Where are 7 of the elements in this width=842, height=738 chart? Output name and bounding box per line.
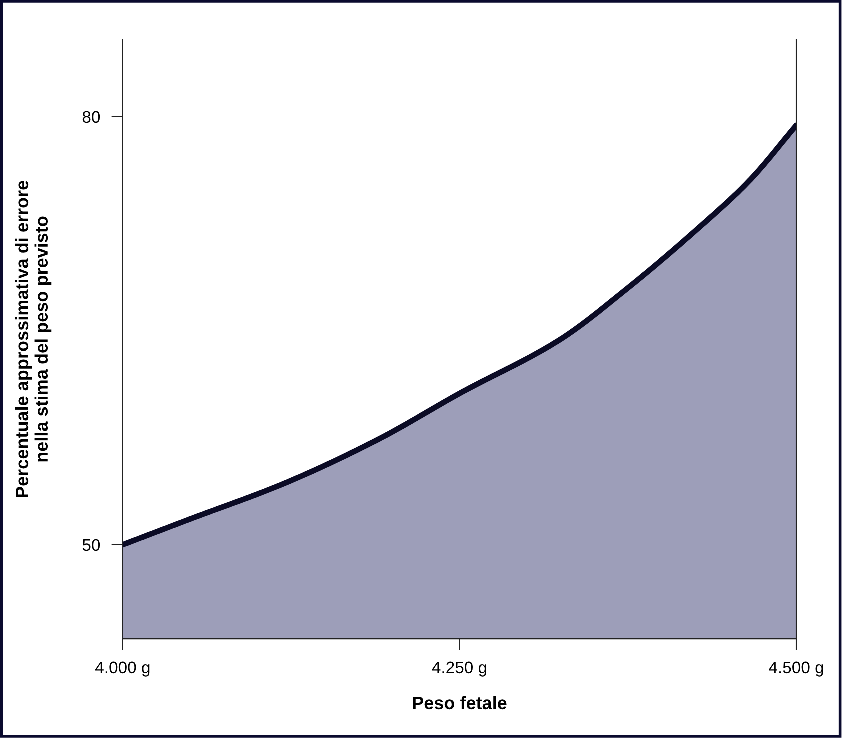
y-tick-label: 80 bbox=[82, 111, 100, 124]
x-tick-label: 4.500 g bbox=[769, 662, 824, 677]
y-tick-label: 50 bbox=[82, 539, 100, 552]
x-tick-label: 4.000 g bbox=[96, 662, 150, 677]
x-tick-label: 4.250 g bbox=[432, 662, 486, 677]
y-axis-title: Percentuale approssimativa di errore nella stima del peso previsto bbox=[15, 181, 52, 498]
x-axis-title: Peso fetale bbox=[413, 696, 507, 710]
